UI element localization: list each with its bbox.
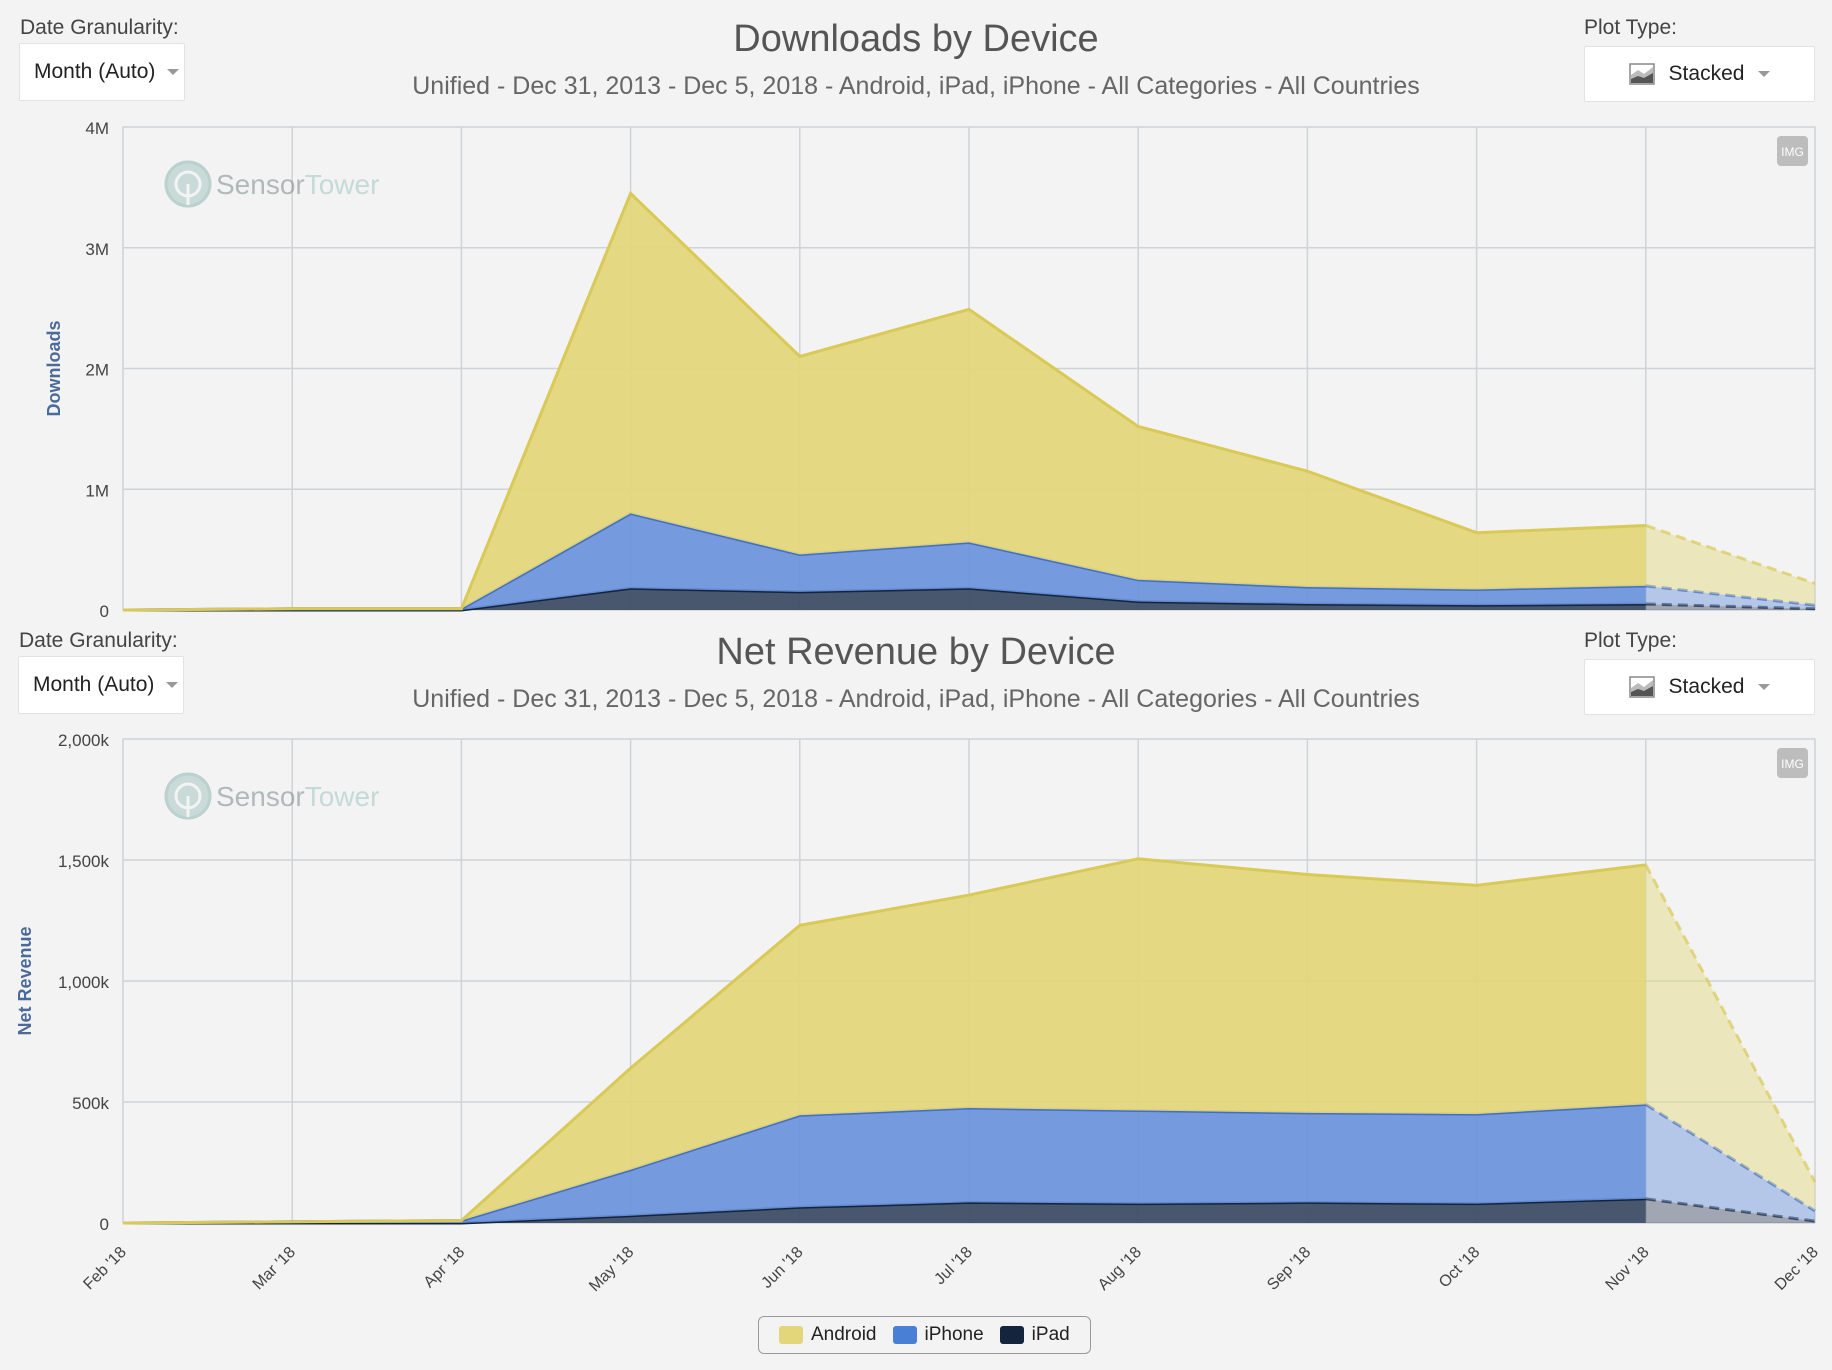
downloads-chart: 0 1M 2M 3M 4M SensorTower IMG Downloads — [44, 119, 1816, 618]
sensortower-watermark: SensorTower — [164, 160, 379, 208]
x-tick-label: Jun '18 — [758, 1244, 806, 1292]
granularity-label: Date Granularity: — [19, 629, 178, 652]
y-tick-label: 0 — [100, 602, 109, 618]
y-tick-label: 500k — [72, 1094, 109, 1113]
line-ipad-projected — [1645, 602, 1816, 611]
legend-label: Android — [811, 1324, 877, 1345]
legend-swatch — [779, 1326, 803, 1344]
plot-type-value: Stacked — [1668, 62, 1745, 85]
area-android — [123, 858, 1646, 1223]
line-android-projected — [1645, 524, 1816, 585]
watermark-part1: Sensor — [216, 781, 305, 812]
y-axis-title: Downloads — [44, 320, 64, 416]
line-android — [122, 190, 1646, 612]
watermark-part2: Tower — [305, 781, 380, 812]
plot-type-value: Stacked — [1668, 675, 1745, 698]
img-button-bg — [1777, 136, 1808, 166]
line-iphone-projected — [1645, 1103, 1816, 1213]
stacked-area-icon — [1628, 63, 1655, 85]
line-iphone-projected — [1645, 584, 1816, 607]
line-android — [122, 857, 1646, 1225]
line-ipad-projected — [1645, 1197, 1816, 1223]
img-button-label: IMG — [1781, 145, 1804, 159]
x-tick-label: Dec '18 — [1772, 1244, 1822, 1294]
y-axis-title: Net Revenue — [15, 926, 35, 1035]
plot-type-label: Plot Type: — [1584, 629, 1678, 652]
area-android-projected — [1645, 864, 1815, 1211]
chevron-down-icon — [167, 69, 180, 75]
x-tick-label: Oct '18 — [1436, 1244, 1484, 1292]
img-export-button[interactable]: IMG — [1777, 136, 1808, 166]
x-tick-label: Nov '18 — [1603, 1244, 1653, 1294]
granularity-value: Month (Auto) — [33, 673, 155, 696]
y-tick-label: 4M — [85, 119, 109, 138]
chart-subtitle: Unified - Dec 31, 2013 - Dec 5, 2018 - A… — [412, 685, 1420, 713]
x-tick-label: Aug '18 — [1095, 1244, 1145, 1294]
x-tick-label: Sep '18 — [1264, 1244, 1314, 1294]
chart-legend: Android iPhone iPad — [758, 1316, 1091, 1354]
x-tick-label: Jul '18 — [931, 1244, 975, 1288]
img-button-bg — [1777, 748, 1808, 778]
y-tick-label: 2M — [85, 361, 109, 380]
chevron-down-icon — [1758, 684, 1771, 690]
stacked-area-icon — [1628, 676, 1655, 698]
x-tick-label: Apr '18 — [421, 1244, 469, 1292]
revenue-chart: 0 500k 1,000k 1,500k 2,000k SensorTower IMG Net… — [15, 731, 1822, 1295]
granularity-label: Date Granularity: — [20, 16, 179, 39]
area-iphone-projected — [1645, 1104, 1815, 1222]
line-android-projected — [1644, 864, 1817, 1183]
x-tick-label: Feb '18 — [80, 1244, 129, 1293]
granularity-value: Month (Auto) — [34, 60, 156, 83]
area-ipad — [123, 1198, 1646, 1223]
watermark-text: SensorTower — [216, 169, 379, 200]
watermark-part1: Sensor — [216, 169, 305, 200]
img-export-button[interactable]: IMG — [1777, 748, 1808, 778]
chart-title: Downloads by Device — [733, 18, 1099, 60]
legend-label: iPhone — [924, 1324, 984, 1345]
legend-swatch — [999, 1326, 1024, 1344]
granularity-dropdown[interactable]: Month (Auto) — [18, 656, 184, 714]
y-tick-label: 2,000k — [58, 731, 110, 750]
y-tick-label: 0 — [100, 1215, 109, 1234]
plot-type-dropdown[interactable]: Stacked — [1584, 46, 1815, 102]
y-tick-label: 1M — [85, 481, 109, 500]
y-tick-label: 1,000k — [58, 973, 110, 992]
watermark-part2: Tower — [305, 169, 380, 200]
legend-item-ipad[interactable]: iPad — [999, 1324, 1070, 1346]
x-tick-label: May '18 — [586, 1244, 637, 1295]
legend-item-iphone[interactable]: iPhone — [892, 1324, 984, 1346]
legend-label: iPad — [1031, 1324, 1070, 1345]
chart-subtitle: Unified - Dec 31, 2013 - Dec 5, 2018 - A… — [412, 72, 1420, 100]
area-iphone — [123, 1104, 1646, 1223]
revenue-panel: Date Granularity: Month (Auto) Net Reven… — [0, 613, 1832, 1313]
chart-title: Net Revenue by Device — [716, 631, 1116, 673]
plot-type-label: Plot Type: — [1584, 16, 1678, 39]
chevron-down-icon — [166, 682, 179, 688]
legend-item-android[interactable]: Android — [779, 1324, 877, 1346]
sensortower-watermark: SensorTower — [164, 772, 379, 820]
y-tick-label: 3M — [85, 240, 109, 259]
downloads-panel: Date Granularity: Month (Auto) Downloads… — [0, 0, 1832, 618]
plot-type-dropdown[interactable]: Stacked — [1584, 659, 1815, 715]
series-android — [122, 190, 1816, 612]
series-android — [122, 857, 1817, 1225]
y-tick-label: 1,500k — [58, 852, 110, 871]
watermark-text: SensorTower — [216, 781, 379, 812]
img-button-label: IMG — [1781, 757, 1804, 771]
x-tick-label: Mar '18 — [250, 1244, 299, 1293]
chevron-down-icon — [1758, 71, 1771, 77]
area-iphone-projected — [1645, 585, 1815, 609]
legend-swatch — [892, 1326, 917, 1344]
granularity-dropdown[interactable]: Month (Auto) — [19, 43, 185, 101]
area-android-projected — [1645, 525, 1815, 606]
